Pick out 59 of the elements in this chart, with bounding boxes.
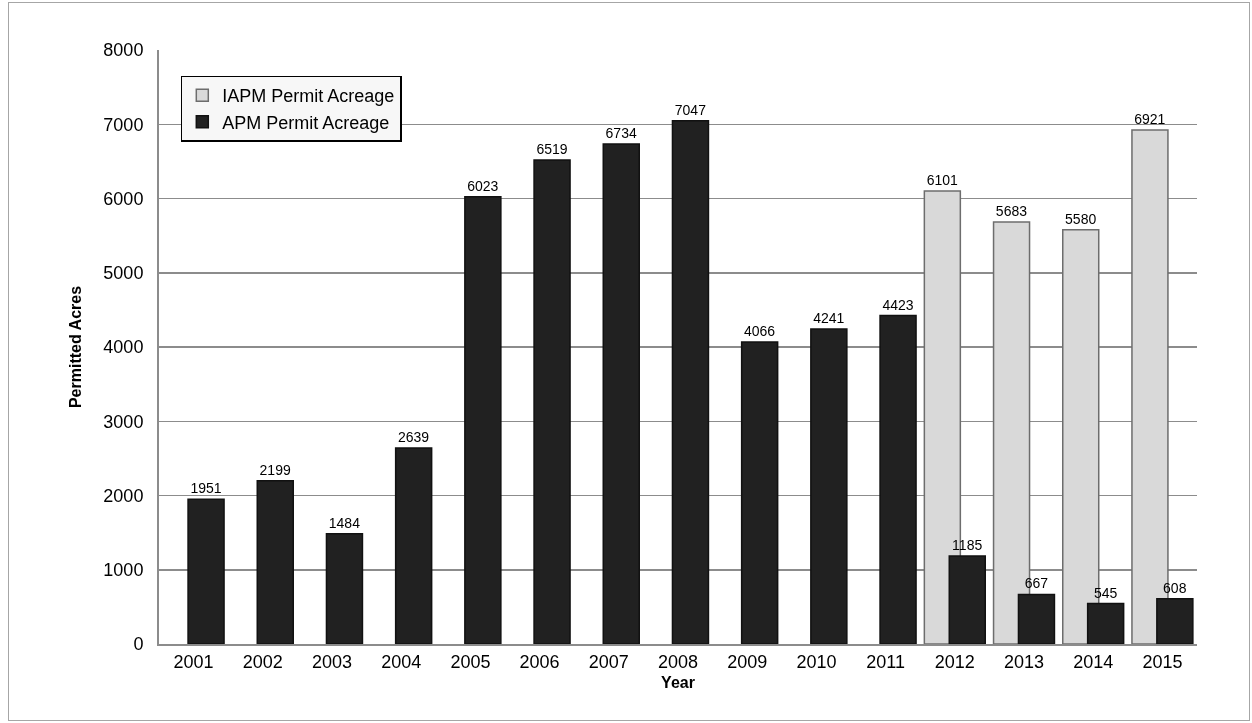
- data-label: 1951: [190, 480, 222, 497]
- data-label: 4066: [743, 323, 776, 340]
- x-tick-label: 2003: [311, 651, 353, 672]
- data-label: 4241: [813, 310, 845, 327]
- y-tick-label: 4000: [103, 337, 144, 358]
- y-tick-label: 3000: [103, 411, 144, 432]
- bar: [1017, 593, 1056, 644]
- y-tick-label: 1000: [103, 560, 144, 581]
- bar: [533, 159, 571, 644]
- x-tick-label: 2014: [1073, 651, 1114, 672]
- data-label: 5683: [995, 203, 1028, 220]
- y-tick-label: 8000: [103, 40, 144, 61]
- bar: [464, 196, 502, 644]
- x-tick-label: 2001: [173, 651, 214, 672]
- data-label: 6519: [536, 140, 568, 157]
- y-axis-title: Permitted Acres: [66, 285, 84, 409]
- bar: [810, 328, 848, 644]
- x-tick-label: 2007: [588, 651, 629, 672]
- x-tick-label: 2010: [796, 651, 837, 672]
- bar: [325, 533, 364, 644]
- x-tick-label: 2002: [242, 651, 283, 672]
- bar: [256, 479, 294, 644]
- x-tick-label: 2005: [450, 651, 491, 672]
- bar: [879, 314, 917, 644]
- legend-label: APM Permit Acreage: [222, 112, 390, 133]
- data-label: 6734: [605, 125, 637, 141]
- x-tick-label: 2012: [934, 651, 975, 672]
- y-tick-label: 2000: [103, 485, 144, 506]
- x-tick-label: 2009: [727, 651, 768, 672]
- x-tick-label: 2013: [1003, 651, 1045, 672]
- x-tick-label: 2011: [866, 651, 905, 672]
- x-tick-label: 2015: [1142, 651, 1183, 672]
- data-label: 4423: [882, 296, 914, 313]
- y-tick-label: 0: [133, 634, 144, 655]
- x-tick-label: 2004: [381, 651, 422, 672]
- bar: [948, 555, 986, 644]
- legend-label: IAPM Permit Acreage: [222, 86, 395, 107]
- data-label: 608: [1163, 579, 1187, 596]
- bar: [740, 341, 779, 644]
- x-axis-title: Year: [661, 673, 695, 691]
- y-tick-label: 5000: [103, 263, 144, 284]
- bar: [602, 143, 640, 644]
- data-label: 6921: [1134, 111, 1166, 128]
- x-tick-label: 2006: [519, 651, 560, 672]
- bar: [671, 120, 710, 644]
- data-label: 2199: [259, 461, 291, 478]
- x-tick-label: 2008: [657, 651, 699, 672]
- data-label: 6023: [467, 177, 499, 194]
- bar: [1086, 602, 1125, 644]
- data-label: 6101: [926, 172, 959, 188]
- data-label: 1484: [328, 514, 361, 531]
- data-label: 7047: [674, 101, 707, 118]
- y-tick-label: 6000: [103, 188, 144, 209]
- bar: [394, 447, 433, 644]
- data-label: 2639: [397, 429, 430, 446]
- bar: [1156, 598, 1194, 644]
- y-tick-label: 7000: [103, 114, 144, 135]
- data-label: 5580: [1065, 210, 1097, 227]
- bar: [187, 498, 225, 644]
